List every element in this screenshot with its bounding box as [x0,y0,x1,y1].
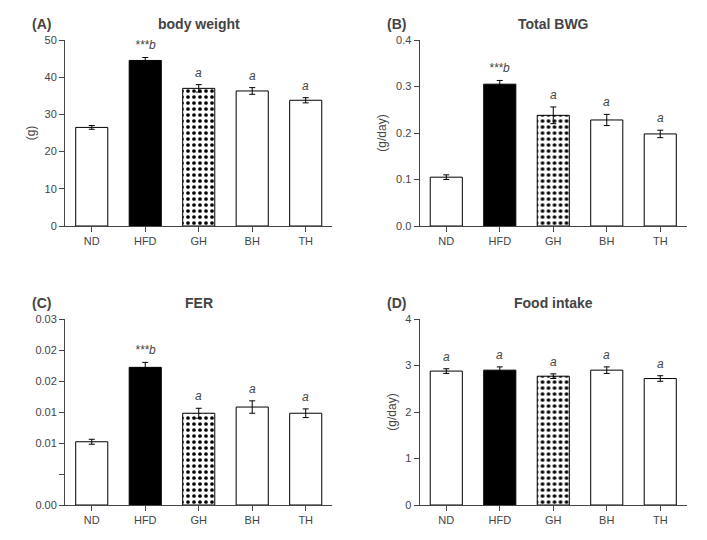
svg-text:a: a [249,382,256,396]
svg-text:a: a [550,88,557,102]
svg-text:a: a [657,357,664,371]
svg-text:BH: BH [599,235,614,247]
svg-text:(A): (A) [32,16,51,32]
svg-text:HFD: HFD [134,235,157,247]
svg-text:0.01: 0.01 [35,406,56,418]
svg-text:a: a [249,69,256,83]
svg-text:ND: ND [84,514,100,526]
svg-text:a: a [496,348,503,362]
svg-text:ND: ND [438,235,454,247]
svg-text:a: a [302,79,309,93]
svg-text:GH: GH [545,235,562,247]
svg-text:0.02: 0.02 [35,375,56,387]
svg-text:50: 50 [45,34,57,46]
svg-text:0: 0 [405,499,411,511]
svg-text:body weight: body weight [158,16,240,32]
svg-text:GH: GH [545,514,562,526]
svg-text:Total BWG: Total BWG [518,16,589,32]
svg-text:(D): (D) [387,295,406,311]
svg-text:a: a [195,389,202,403]
svg-text:0: 0 [51,220,57,232]
svg-text:a: a [657,111,664,125]
svg-text:2: 2 [405,406,411,418]
svg-text:(B): (B) [387,16,406,32]
svg-text:GH: GH [190,514,207,526]
svg-text:(g): (g) [24,126,38,141]
svg-text:ND: ND [438,514,454,526]
svg-text:FER: FER [185,295,213,311]
svg-text:BH: BH [599,514,614,526]
svg-text:0.00: 0.00 [35,499,56,511]
svg-text:0.03: 0.03 [35,313,56,325]
svg-text:(C): (C) [32,295,51,311]
svg-text:Food intake: Food intake [514,295,593,311]
svg-text:0.1: 0.1 [396,173,411,185]
svg-text:***b: ***b [135,38,156,52]
svg-text:TH: TH [298,235,313,247]
svg-text:(g/day): (g/day) [385,393,399,430]
svg-text:3: 3 [405,359,411,371]
svg-text:HFD: HFD [488,235,511,247]
svg-text:ND: ND [84,235,100,247]
svg-text:HFD: HFD [134,514,157,526]
svg-text:BH: BH [245,235,260,247]
svg-text:0.01: 0.01 [35,437,56,449]
svg-text:(g/day): (g/day) [375,114,389,151]
svg-text:0.2: 0.2 [396,127,411,139]
svg-text:40: 40 [45,71,57,83]
svg-text:a: a [443,350,450,364]
svg-text:***b: ***b [489,61,510,75]
svg-text:4: 4 [405,313,411,325]
svg-text:20: 20 [45,145,57,157]
svg-text:a: a [302,390,309,404]
svg-text:TH: TH [298,514,313,526]
svg-text:a: a [603,348,610,362]
svg-text:BH: BH [245,514,260,526]
svg-text:***b: ***b [135,343,156,357]
svg-text:0.3: 0.3 [396,80,411,92]
svg-text:30: 30 [45,108,57,120]
svg-text:0.02: 0.02 [35,344,56,356]
svg-text:a: a [195,66,202,80]
svg-text:1: 1 [405,452,411,464]
svg-text:a: a [603,95,610,109]
svg-text:TH: TH [653,514,668,526]
svg-text:GH: GH [190,235,207,247]
svg-text:a: a [550,355,557,369]
svg-text:0.0: 0.0 [396,220,411,232]
svg-text:TH: TH [653,235,668,247]
svg-text:HFD: HFD [488,514,511,526]
svg-text:0.4: 0.4 [396,34,411,46]
svg-text:10: 10 [45,183,57,195]
